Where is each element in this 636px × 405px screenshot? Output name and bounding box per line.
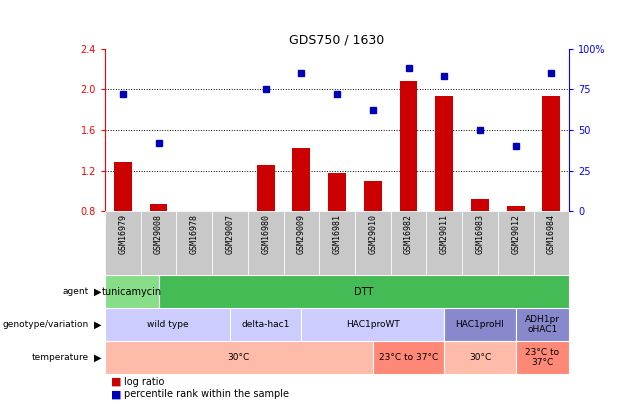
Bar (543, 96, 560, 211)
Bar (355, 211, 391, 275)
Bar (158, 275, 569, 308)
Text: GSM29008: GSM29008 (154, 214, 163, 254)
Bar (105, 275, 158, 308)
Text: GSM29010: GSM29010 (368, 214, 377, 254)
Bar (364, 181, 382, 211)
Bar (319, 211, 355, 275)
Bar (114, 162, 132, 211)
Text: ADH1pr
oHAC1: ADH1pr oHAC1 (525, 315, 560, 334)
Text: 23°C to
37°C: 23°C to 37°C (525, 347, 560, 367)
Text: temperature: temperature (32, 353, 89, 362)
Text: 30°C: 30°C (228, 353, 250, 362)
Text: ■: ■ (111, 389, 122, 399)
Text: GSM16984: GSM16984 (547, 214, 556, 254)
Text: GSM29009: GSM29009 (297, 214, 306, 254)
Text: GSM16980: GSM16980 (261, 214, 270, 254)
Text: ■: ■ (111, 377, 122, 387)
Text: GSM29007: GSM29007 (225, 214, 235, 254)
Bar (507, 206, 525, 211)
Bar (534, 211, 569, 275)
Bar (471, 199, 489, 211)
Text: GDS750 / 1630: GDS750 / 1630 (289, 34, 385, 47)
Bar (212, 211, 248, 275)
Bar (230, 308, 301, 341)
Text: GSM16978: GSM16978 (190, 214, 198, 254)
Bar (105, 341, 373, 374)
Text: HAC1proWT: HAC1proWT (346, 320, 399, 329)
Text: wild type: wild type (147, 320, 188, 329)
Text: DTT: DTT (354, 287, 373, 296)
Bar (399, 81, 417, 211)
Text: agent: agent (63, 287, 89, 296)
Text: ▶: ▶ (93, 352, 101, 362)
Text: GSM16982: GSM16982 (404, 214, 413, 254)
Text: percentile rank within the sample: percentile rank within the sample (124, 389, 289, 399)
Text: 30°C: 30°C (469, 353, 491, 362)
Text: 23°C to 37°C: 23°C to 37°C (379, 353, 438, 362)
Bar (516, 341, 569, 374)
Text: log ratio: log ratio (124, 377, 164, 387)
Text: ▶: ▶ (93, 287, 101, 296)
Text: ▶: ▶ (93, 320, 101, 330)
Text: GSM16981: GSM16981 (333, 214, 342, 254)
Bar (149, 204, 167, 211)
Text: GSM16979: GSM16979 (118, 214, 127, 254)
Bar (176, 211, 212, 275)
Bar (426, 211, 462, 275)
Bar (105, 211, 141, 275)
Bar (105, 308, 230, 341)
Bar (462, 211, 498, 275)
Bar (284, 211, 319, 275)
Text: GSM16983: GSM16983 (476, 214, 485, 254)
Bar (257, 166, 275, 211)
Text: GSM29012: GSM29012 (511, 214, 520, 254)
Bar (248, 211, 284, 275)
Text: genotype/variation: genotype/variation (3, 320, 89, 329)
Text: HAC1proHI: HAC1proHI (455, 320, 504, 329)
Bar (444, 341, 516, 374)
Bar (391, 211, 426, 275)
Bar (328, 173, 346, 211)
Text: tunicamycin: tunicamycin (102, 287, 162, 296)
Bar (498, 211, 534, 275)
Bar (141, 211, 176, 275)
Bar (293, 148, 310, 211)
Bar (444, 308, 516, 341)
Text: GSM29011: GSM29011 (439, 214, 449, 254)
Bar (373, 341, 444, 374)
Bar (435, 96, 453, 211)
Text: delta-hac1: delta-hac1 (242, 320, 290, 329)
Bar (301, 308, 444, 341)
Bar (516, 308, 569, 341)
